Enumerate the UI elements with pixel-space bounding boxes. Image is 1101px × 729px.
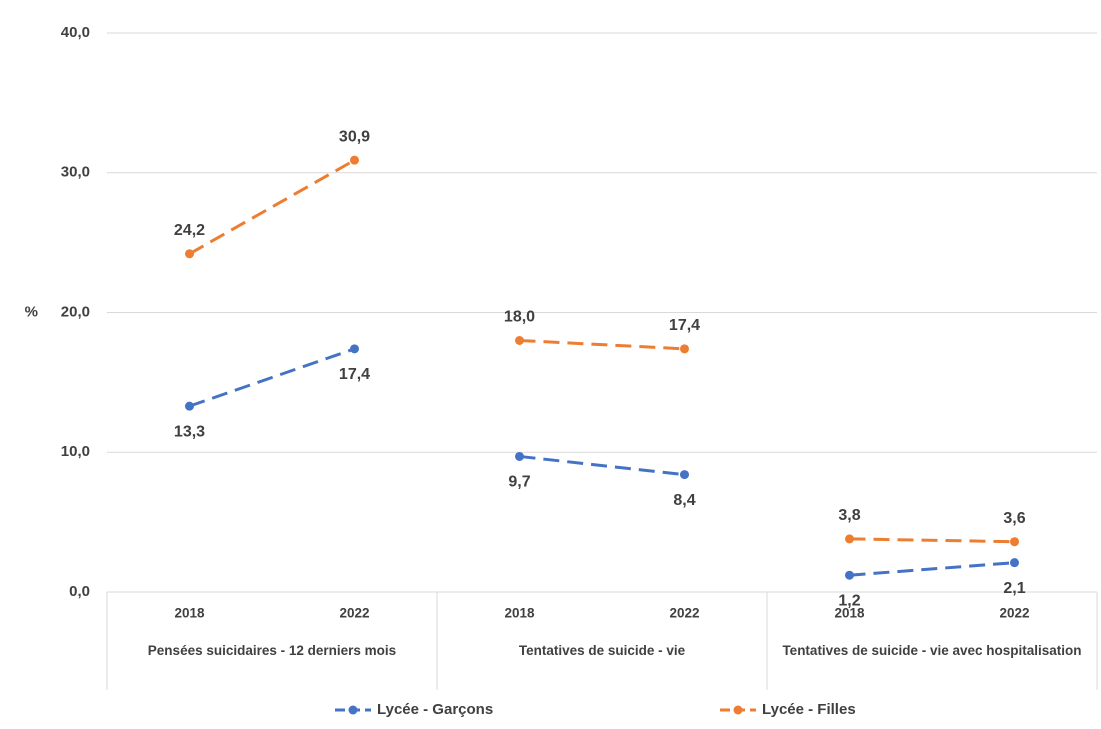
data-label: 17,4	[339, 366, 370, 383]
marker	[845, 534, 854, 544]
y-tick-label: 20,0	[61, 303, 90, 320]
legend-marker	[348, 705, 358, 715]
marker	[515, 451, 524, 461]
group-label: Tentatives de suicide - vie	[518, 642, 686, 658]
legend-label: Lycée - Garçons	[377, 701, 493, 718]
data-label: 18,0	[504, 309, 535, 326]
y-tick-label: 30,0	[61, 164, 90, 181]
marker	[1010, 537, 1019, 547]
data-label: 24,2	[174, 222, 205, 239]
marker	[185, 249, 194, 259]
marker	[515, 335, 524, 345]
x-tick-label: 2022	[669, 606, 699, 621]
legend-marker	[733, 705, 743, 715]
x-tick-label: 2018	[174, 606, 205, 621]
group-label: Pensées suicidaires - 12 derniers mois	[147, 642, 397, 658]
group-label: Tentatives de suicide - vie avec hospita…	[782, 642, 1082, 658]
marker	[845, 570, 854, 580]
legend-label: Lycée - Filles	[762, 701, 856, 718]
series-line	[849, 561, 1015, 577]
series-line	[519, 454, 685, 477]
data-label: 2,1	[1003, 580, 1025, 597]
series-line	[849, 537, 1015, 544]
x-tick-label: 2022	[339, 606, 369, 621]
data-label: 3,6	[1003, 510, 1025, 527]
y-axis-label: %	[25, 303, 38, 320]
data-label: 8,4	[673, 492, 695, 509]
x-tick-label: 2018	[504, 606, 535, 621]
data-label: 9,7	[508, 474, 530, 491]
series-line	[188, 158, 356, 256]
data-label: 3,8	[838, 507, 860, 524]
x-tick-label: 2018	[834, 606, 865, 621]
series-line	[189, 347, 355, 408]
x-tick-label: 2022	[999, 606, 1029, 621]
data-label: 17,4	[669, 317, 700, 334]
marker	[680, 344, 689, 354]
marker	[350, 344, 359, 354]
y-tick-label: 10,0	[61, 443, 90, 460]
data-label: 30,9	[339, 128, 370, 145]
data-label: 13,3	[174, 423, 205, 440]
y-tick-label: 0,0	[69, 583, 90, 600]
y-tick-label: 40,0	[61, 24, 90, 41]
marker	[350, 155, 359, 165]
series-line	[519, 338, 685, 351]
marker	[185, 401, 194, 411]
data-label: 1,2	[838, 592, 860, 609]
marker	[680, 470, 689, 480]
marker	[1010, 558, 1019, 568]
